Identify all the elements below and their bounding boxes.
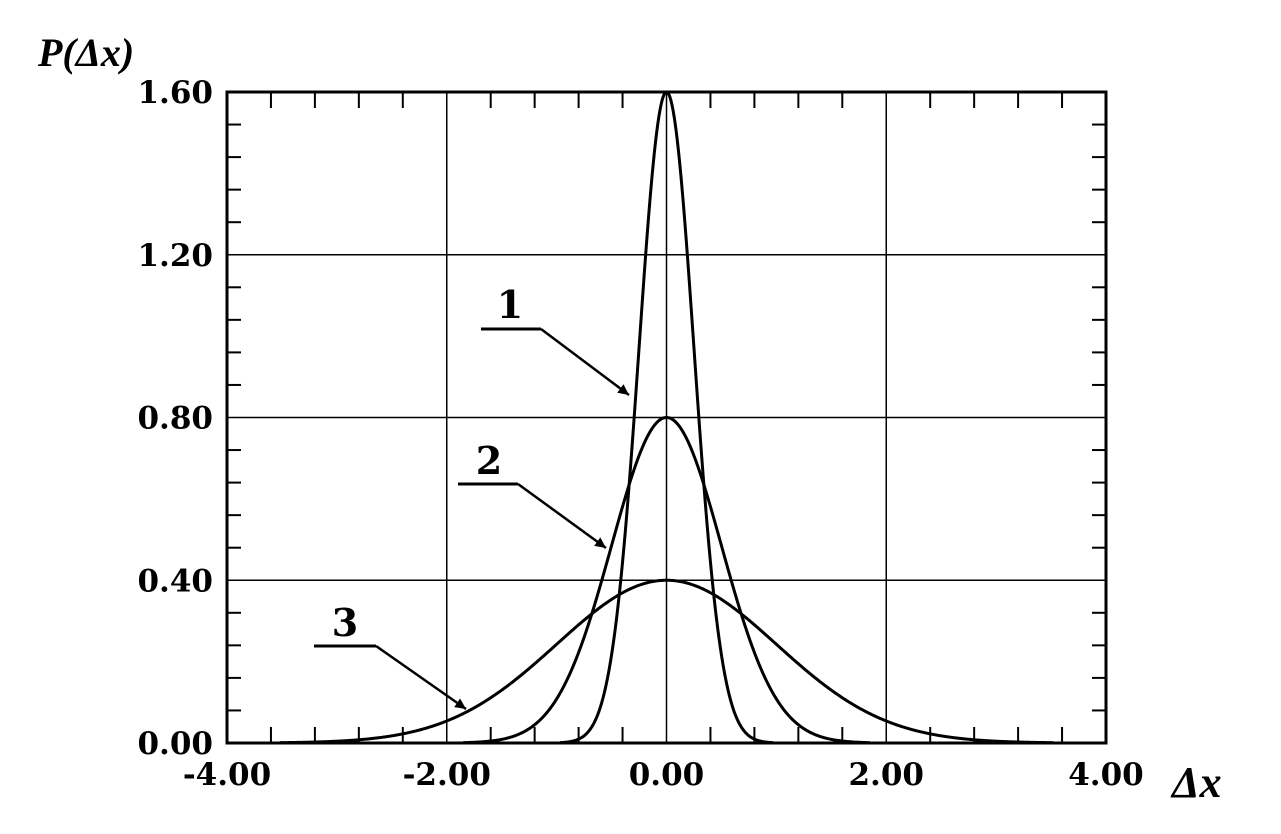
tick-marks [227,92,1106,743]
y-axis-title: P(Δx) [37,30,134,75]
y-tick-label: 1.20 [137,238,213,274]
y-tick-label: 0.00 [137,726,213,762]
x-tick-label: -4.00 [183,757,271,793]
x-tick-label: 2.00 [848,757,924,793]
leader-line-1 [540,328,630,396]
x-tick-label: 0.00 [629,757,705,793]
curve-label-2: 2 [476,438,502,483]
series-curve-1 [559,90,774,745]
leader-arrowhead-1 [617,384,629,395]
series-curves [279,90,1054,745]
curve-label-3: 3 [332,600,358,645]
series-curve-2 [463,415,870,745]
x-tick-label: -2.00 [403,757,491,793]
y-tick-label: 1.60 [137,75,213,111]
leader-arrowhead-3 [454,698,466,709]
curve-label-1: 1 [497,282,523,327]
leader-line-3 [375,644,467,711]
y-tick-labels: 0.00 0.40 0.80 1.20 1.60 [137,75,213,762]
x-tick-labels: -4.00 -2.00 0.00 2.00 4.00 [183,757,1144,793]
leader-line-2 [517,482,607,550]
x-tick-label: 4.00 [1068,757,1144,793]
x-axis-title: Δx [1170,758,1222,807]
leader-arrowhead-2 [594,537,606,548]
series-curve-3 [279,578,1054,745]
y-tick-label: 0.40 [137,563,213,599]
curve-leader-lines: 1 2 3 [314,282,630,711]
y-tick-label: 0.80 [137,401,213,437]
